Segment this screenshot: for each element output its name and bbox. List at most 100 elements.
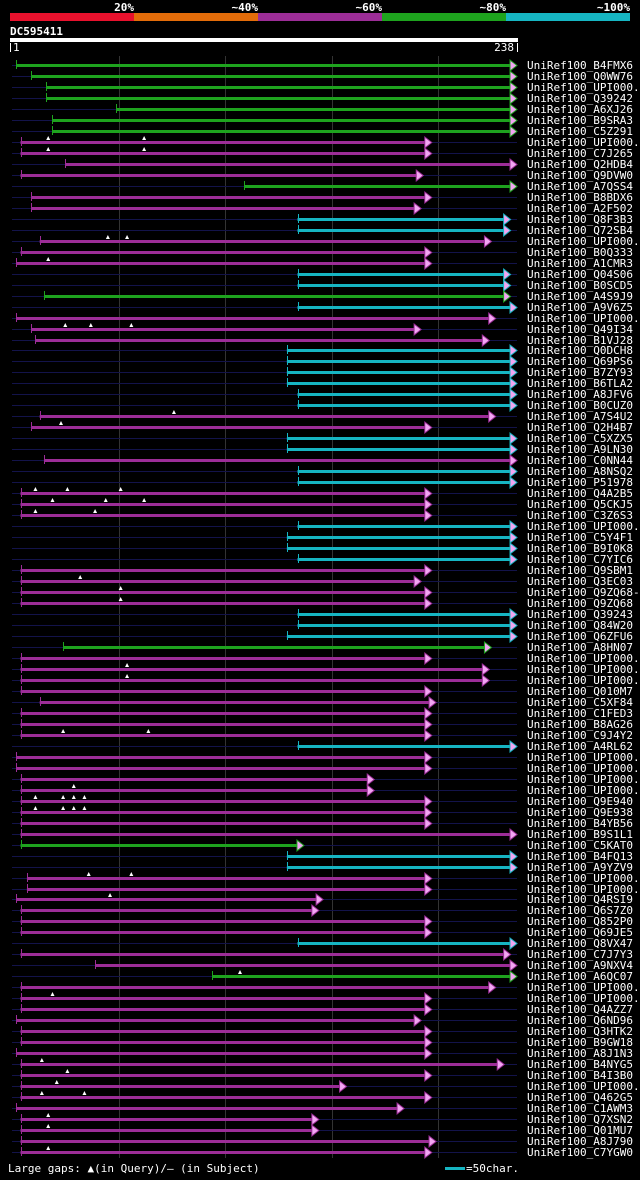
hit-row[interactable]: UniRef100_B0CUZ0: [12, 398, 633, 413]
hit-label[interactable]: UniRef100_Q39243: [527, 608, 633, 621]
hit-label[interactable]: UniRef100_Q84W20: [527, 619, 633, 632]
hit-label[interactable]: UniRef100_C7J7Y3: [527, 948, 633, 961]
hit-label[interactable]: UniRef100_C1FED3: [527, 707, 633, 720]
hit-label[interactable]: UniRef100_Q69PS6: [527, 355, 633, 368]
hit-row[interactable]: UniRef100_C5XZX5: [12, 431, 633, 446]
hit-label[interactable]: UniRef100_Q0WW76: [527, 70, 633, 83]
hit-row[interactable]: UniRef100_UPI000..: [12, 234, 640, 249]
hit-label[interactable]: UniRef100_Q6ND96: [527, 1014, 633, 1027]
hit-label[interactable]: UniRef100_B4FMX6: [527, 59, 633, 72]
hit-label[interactable]: UniRef100_C0NN44: [527, 454, 633, 467]
hit-label[interactable]: UniRef100_C1AWM3: [527, 1102, 633, 1115]
hit-row[interactable]: UniRef100_C1FED3: [12, 706, 633, 721]
hit-row[interactable]: UniRef100_A2F502: [12, 201, 633, 216]
hit-label[interactable]: UniRef100_C7YIC6: [527, 553, 633, 566]
hit-row[interactable]: UniRef100_B9GW18: [12, 1035, 633, 1050]
hit-row[interactable]: UniRef100_B4YB56: [12, 816, 633, 831]
hit-row[interactable]: UniRef100_A8NSQ2: [12, 464, 633, 479]
hit-label[interactable]: UniRef100_A8J1N3: [527, 1047, 633, 1060]
hit-row[interactable]: UniRef100_A9NXV4: [12, 958, 633, 973]
hit-label[interactable]: UniRef100_B0SCD5: [527, 279, 633, 292]
hit-row[interactable]: UniRef100_B8AG26: [12, 717, 633, 732]
hit-row[interactable]: UniRef100_Q0WW76: [12, 69, 633, 84]
hit-row[interactable]: UniRef100_UPI000..: [12, 871, 640, 886]
hit-label[interactable]: UniRef100_Q4AZZ7: [527, 1003, 633, 1016]
hit-row[interactable]: UniRef100_Q7XSN2: [12, 1112, 633, 1127]
hit-row[interactable]: UniRef100_Q462G5: [12, 1090, 633, 1105]
hit-label[interactable]: UniRef100_Q3EC03: [527, 575, 633, 588]
hit-label[interactable]: UniRef100_UPI000..: [527, 520, 640, 533]
hit-row[interactable]: UniRef100_B6TLA2: [12, 376, 633, 391]
hit-label[interactable]: UniRef100_A4RL62: [527, 740, 633, 753]
hit-label[interactable]: UniRef100_Q9E938: [527, 806, 633, 819]
hit-label[interactable]: UniRef100_Q4A2B5: [527, 487, 633, 500]
hit-label[interactable]: UniRef100_UPI000..: [527, 992, 640, 1005]
hit-label[interactable]: UniRef100_P51978: [527, 476, 633, 489]
hit-label[interactable]: UniRef100_B0Q333: [527, 246, 633, 259]
hit-label[interactable]: UniRef100_UPI000..: [527, 883, 640, 896]
hit-label[interactable]: UniRef100_C5XF84: [527, 696, 633, 709]
hit-row[interactable]: UniRef100_UPI000..: [12, 651, 640, 666]
hit-label[interactable]: UniRef100_A7S4U2: [527, 410, 633, 423]
hit-label[interactable]: UniRef100_A6XJ26: [527, 103, 633, 116]
hit-row[interactable]: UniRef100_UPI000..: [12, 991, 640, 1006]
hit-label[interactable]: UniRef100_UPI000..: [527, 981, 640, 994]
hit-row[interactable]: UniRef100_Q72SB4: [12, 223, 633, 238]
hit-row[interactable]: UniRef100_Q69PS6: [12, 354, 633, 369]
hit-row[interactable]: UniRef100_Q69JE5: [12, 925, 633, 940]
hit-row[interactable]: UniRef100_Q9ZQ68-2: [12, 585, 640, 600]
hit-label[interactable]: UniRef100_A9LN30: [527, 443, 633, 456]
hit-row[interactable]: UniRef100_A4S9J9: [12, 289, 633, 304]
hit-label[interactable]: UniRef100_Q6ZFU6: [527, 630, 633, 643]
hit-label[interactable]: UniRef100_A9YZV9: [527, 861, 633, 874]
hit-label[interactable]: UniRef100_B9I0K8: [527, 542, 633, 555]
hit-label[interactable]: UniRef100_A8NSQ2: [527, 465, 633, 478]
hit-row[interactable]: UniRef100_Q6S7Z0: [12, 903, 633, 918]
hit-label[interactable]: UniRef100_Q6S7Z0: [527, 904, 633, 917]
hit-row[interactable]: UniRef100_A9LN30: [12, 442, 633, 457]
hit-row[interactable]: UniRef100_A8HN07: [12, 640, 633, 655]
hit-row[interactable]: UniRef100_UPI000..: [12, 80, 640, 95]
hit-label[interactable]: UniRef100_A8JFV6: [527, 388, 633, 401]
hit-label[interactable]: UniRef100_Q9DVW0: [527, 169, 633, 182]
hit-label[interactable]: UniRef100_C7J265: [527, 147, 633, 160]
hit-row[interactable]: UniRef100_Q2H4B7: [12, 420, 633, 435]
hit-row[interactable]: UniRef100_Q5CKJ5: [12, 497, 633, 512]
hit-row[interactable]: UniRef100_A7QSS4: [12, 179, 633, 194]
hit-row[interactable]: UniRef100_UPI000..: [12, 772, 640, 787]
hit-label[interactable]: UniRef100_UPI000..: [527, 751, 640, 764]
hit-row[interactable]: UniRef100_C5KAT0: [12, 838, 633, 853]
hit-row[interactable]: UniRef100_B1VJ28: [12, 333, 633, 348]
hit-label[interactable]: UniRef100_A8HN07: [527, 641, 633, 654]
hit-label[interactable]: UniRef100_UPI000..: [527, 663, 640, 676]
hit-row[interactable]: UniRef100_Q04S06: [12, 267, 633, 282]
hit-row[interactable]: UniRef100_Q39242: [12, 91, 633, 106]
hit-label[interactable]: UniRef100_B9SRA3: [527, 114, 633, 127]
hit-row[interactable]: UniRef100_A6QC07: [12, 969, 633, 984]
hit-label[interactable]: UniRef100_UPI000..: [527, 674, 640, 687]
hit-row[interactable]: UniRef100_UPI000..: [12, 662, 640, 677]
hit-row[interactable]: UniRef100_B0Q333: [12, 245, 633, 260]
hit-label[interactable]: UniRef100_B4FQ13: [527, 850, 633, 863]
hit-row[interactable]: UniRef100_UPI000..: [12, 750, 640, 765]
hit-label[interactable]: UniRef100_UPI000..: [527, 81, 640, 94]
hit-label[interactable]: UniRef100_Q8VX47: [527, 937, 633, 950]
hit-row[interactable]: UniRef100_A6XJ26: [12, 102, 633, 117]
hit-label[interactable]: UniRef100_Q852P0: [527, 915, 633, 928]
hit-row[interactable]: UniRef100_B9SRA3: [12, 113, 633, 128]
hit-label[interactable]: UniRef100_Q01MU7: [527, 1124, 633, 1137]
hit-row[interactable]: UniRef100_Q8F3B3: [12, 212, 633, 227]
hit-label[interactable]: UniRef100_B8BDX6: [527, 191, 633, 204]
hit-row[interactable]: UniRef100_A8J790: [12, 1134, 633, 1149]
hit-label[interactable]: UniRef100_Q72SB4: [527, 224, 633, 237]
hit-row[interactable]: UniRef100_Q9E938: [12, 805, 633, 820]
hit-row[interactable]: UniRef100_B7ZY93: [12, 365, 633, 380]
hit-row[interactable]: UniRef100_Q2HDB4: [12, 157, 633, 172]
hit-label[interactable]: UniRef100_Q3HTK2: [527, 1025, 633, 1038]
hit-label[interactable]: UniRef100_B9GW18: [527, 1036, 633, 1049]
hit-row[interactable]: UniRef100_A9YZV9: [12, 860, 633, 875]
hit-label[interactable]: UniRef100_B1VJ28: [527, 334, 633, 347]
hit-row[interactable]: UniRef100_A8JFV6: [12, 387, 633, 402]
hit-row[interactable]: UniRef100_Q0DCH8: [12, 343, 633, 358]
hit-label[interactable]: UniRef100_B6TLA2: [527, 377, 633, 390]
